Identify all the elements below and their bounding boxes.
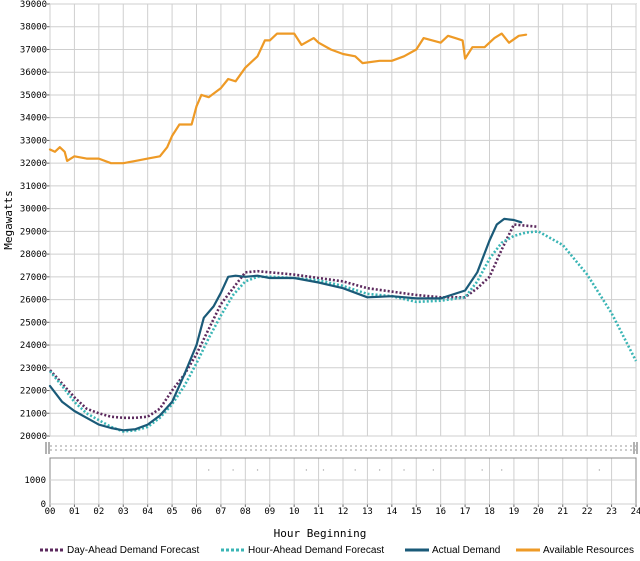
y-tick-label: 22000: [20, 387, 47, 397]
x-tick-label: 13: [362, 507, 373, 517]
y-tick-label: 27000: [20, 273, 47, 283]
y-tick-label: 37000: [20, 45, 47, 55]
lower-panel-dot: [598, 469, 601, 471]
x-tick-label: 19: [508, 507, 519, 517]
y-tick-label: 31000: [20, 182, 47, 192]
legend-label: Day-Ahead Demand Forecast: [67, 545, 200, 556]
lower-panel-dot: [322, 469, 325, 471]
y-tick-label: 35000: [20, 91, 47, 101]
y-tick-label: 33000: [20, 136, 47, 146]
y-tick-label: 23000: [20, 364, 47, 374]
lower-panel-dot: [354, 469, 356, 471]
legend-label: Actual Demand: [432, 545, 500, 556]
y-tick-label: 38000: [20, 23, 47, 33]
lower-panel-dot: [501, 469, 503, 471]
x-tick-label: 23: [606, 507, 617, 517]
lower-tick-label: 1000: [24, 476, 46, 486]
x-tick-label: 10: [289, 507, 300, 517]
x-axis-title: Hour Beginning: [274, 527, 367, 540]
y-tick-label: 34000: [20, 114, 47, 124]
y-tick-label: 26000: [20, 296, 47, 306]
series-line-3: [48, 32, 528, 165]
x-tick-label: 12: [338, 507, 349, 517]
lower-panel-dot: [232, 469, 234, 471]
x-tick-label: 03: [118, 507, 129, 517]
lower-panel-dot: [208, 469, 210, 471]
lower-tick-label: 0: [41, 500, 46, 510]
x-tick-label: 16: [435, 507, 446, 517]
x-tick-label: 00: [45, 507, 56, 517]
x-tick-label: 24: [631, 507, 640, 517]
x-tick-label: 07: [215, 507, 226, 517]
y-axis-title: Megawatts: [2, 190, 15, 250]
x-tick-label: 06: [191, 507, 202, 517]
y-tick-label: 36000: [20, 68, 47, 78]
lower-panel-dot: [432, 469, 435, 471]
x-tick-label: 08: [240, 507, 251, 517]
y-tick-label: 21000: [20, 409, 47, 419]
x-tick-label: 18: [484, 507, 495, 517]
series-line-1: [48, 230, 638, 433]
x-tick-label: 11: [313, 507, 324, 517]
lower-panel-dot: [481, 469, 483, 471]
y-tick-label: 24000: [20, 341, 47, 351]
y-tick-label: 39000: [20, 0, 47, 10]
x-tick-label: 05: [167, 507, 178, 517]
x-tick-label: 14: [386, 507, 397, 517]
x-tick-label: 21: [557, 507, 568, 517]
x-tick-label: 15: [411, 507, 422, 517]
x-tick-label: 22: [582, 507, 593, 517]
legend-label: Hour-Ahead Demand Forecast: [248, 545, 384, 556]
series-line-2: [48, 217, 523, 432]
lower-panel-dot: [305, 469, 308, 471]
y-tick-label: 29000: [20, 227, 47, 237]
x-tick-label: 01: [69, 507, 80, 517]
lower-panel-dot: [378, 469, 381, 471]
x-tick-label: 17: [460, 507, 471, 517]
x-tick-label: 02: [93, 507, 104, 517]
y-tick-label: 28000: [20, 250, 47, 260]
x-tick-label: 20: [533, 507, 544, 517]
y-tick-label: 32000: [20, 159, 47, 169]
x-tick-label: 09: [264, 507, 275, 517]
legend-label: Available Resources: [543, 545, 634, 556]
x-tick-label: 04: [142, 507, 153, 517]
y-tick-label: 20000: [20, 432, 47, 442]
y-tick-label: 30000: [20, 205, 47, 215]
y-tick-label: 25000: [20, 318, 47, 328]
lower-panel-dot: [256, 469, 259, 471]
lower-panel-dot: [403, 469, 405, 471]
